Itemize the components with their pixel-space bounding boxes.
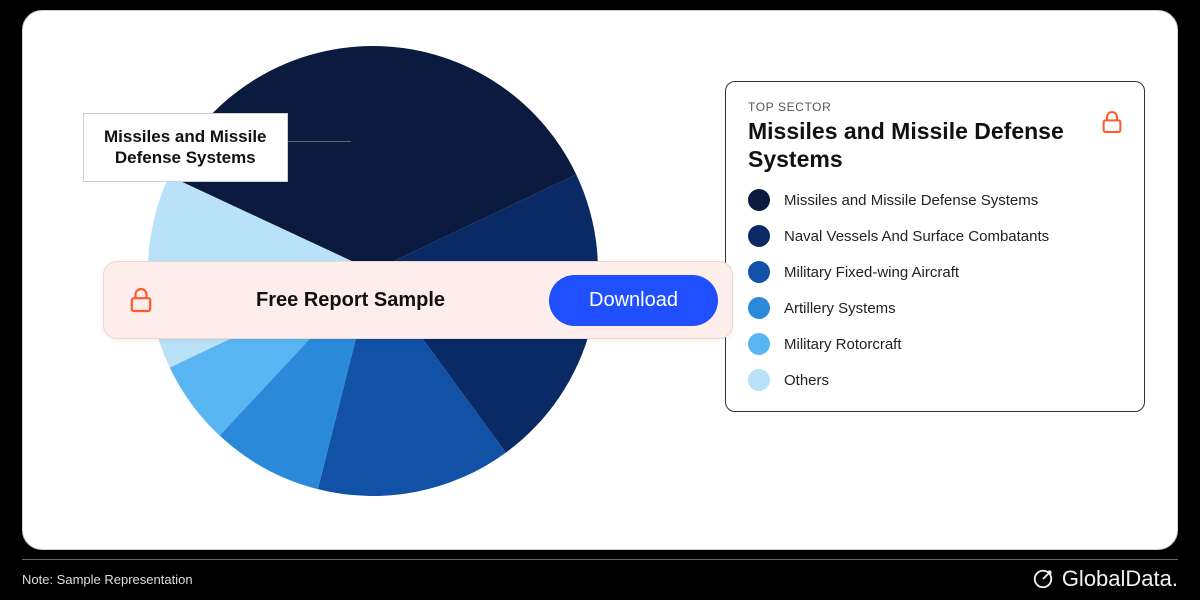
legend-eyebrow: TOP SECTOR (748, 100, 1122, 114)
chart-card: Missiles and MissileDefense Systems Free… (22, 10, 1178, 550)
legend-label: Naval Vessels And Surface Combatants (784, 228, 1049, 245)
legend-item: Missiles and Missile Defense Systems (748, 189, 1122, 211)
legend-item: Artillery Systems (748, 297, 1122, 319)
callout-leader-line (281, 141, 351, 142)
callout-text-line: Defense Systems (104, 147, 267, 168)
download-button[interactable]: Download (549, 275, 718, 326)
legend-swatch (748, 189, 770, 211)
legend-label: Military Rotorcraft (784, 336, 902, 353)
legend-item: Military Fixed-wing Aircraft (748, 261, 1122, 283)
legend-swatch (748, 225, 770, 247)
lock-icon (130, 287, 152, 313)
cta-banner: Free Report Sample Download (103, 261, 733, 339)
cta-text: Free Report Sample (152, 289, 549, 312)
footer: Note: Sample Representation GlobalData. (22, 559, 1178, 592)
legend-label: Missiles and Missile Defense Systems (784, 192, 1038, 209)
legend-label: Artillery Systems (784, 300, 896, 317)
legend-swatch (748, 333, 770, 355)
callout-text-line: Missiles and Missile (104, 126, 267, 147)
legend-header: TOP SECTOR Missiles and Missile Defense … (748, 100, 1122, 173)
legend-item: Others (748, 369, 1122, 391)
brand: GlobalData. (1032, 566, 1178, 592)
legend-title: Missiles and Missile Defense Systems (748, 118, 1122, 173)
legend-list: Missiles and Missile Defense Systems Nava… (748, 189, 1122, 391)
legend-item: Naval Vessels And Surface Combatants (748, 225, 1122, 247)
legend-swatch (748, 369, 770, 391)
legend-label: Others (784, 372, 829, 389)
legend-item: Military Rotorcraft (748, 333, 1122, 355)
callout-label: Missiles and MissileDefense Systems (83, 113, 288, 182)
brand-text: GlobalData. (1062, 566, 1178, 592)
brand-logo-icon (1032, 568, 1054, 590)
legend-label: Military Fixed-wing Aircraft (784, 264, 959, 281)
legend-swatch (748, 261, 770, 283)
footer-note: Note: Sample Representation (22, 572, 193, 587)
legend-swatch (748, 297, 770, 319)
lock-icon (1102, 110, 1122, 134)
legend-panel: TOP SECTOR Missiles and Missile Defense … (725, 81, 1145, 412)
